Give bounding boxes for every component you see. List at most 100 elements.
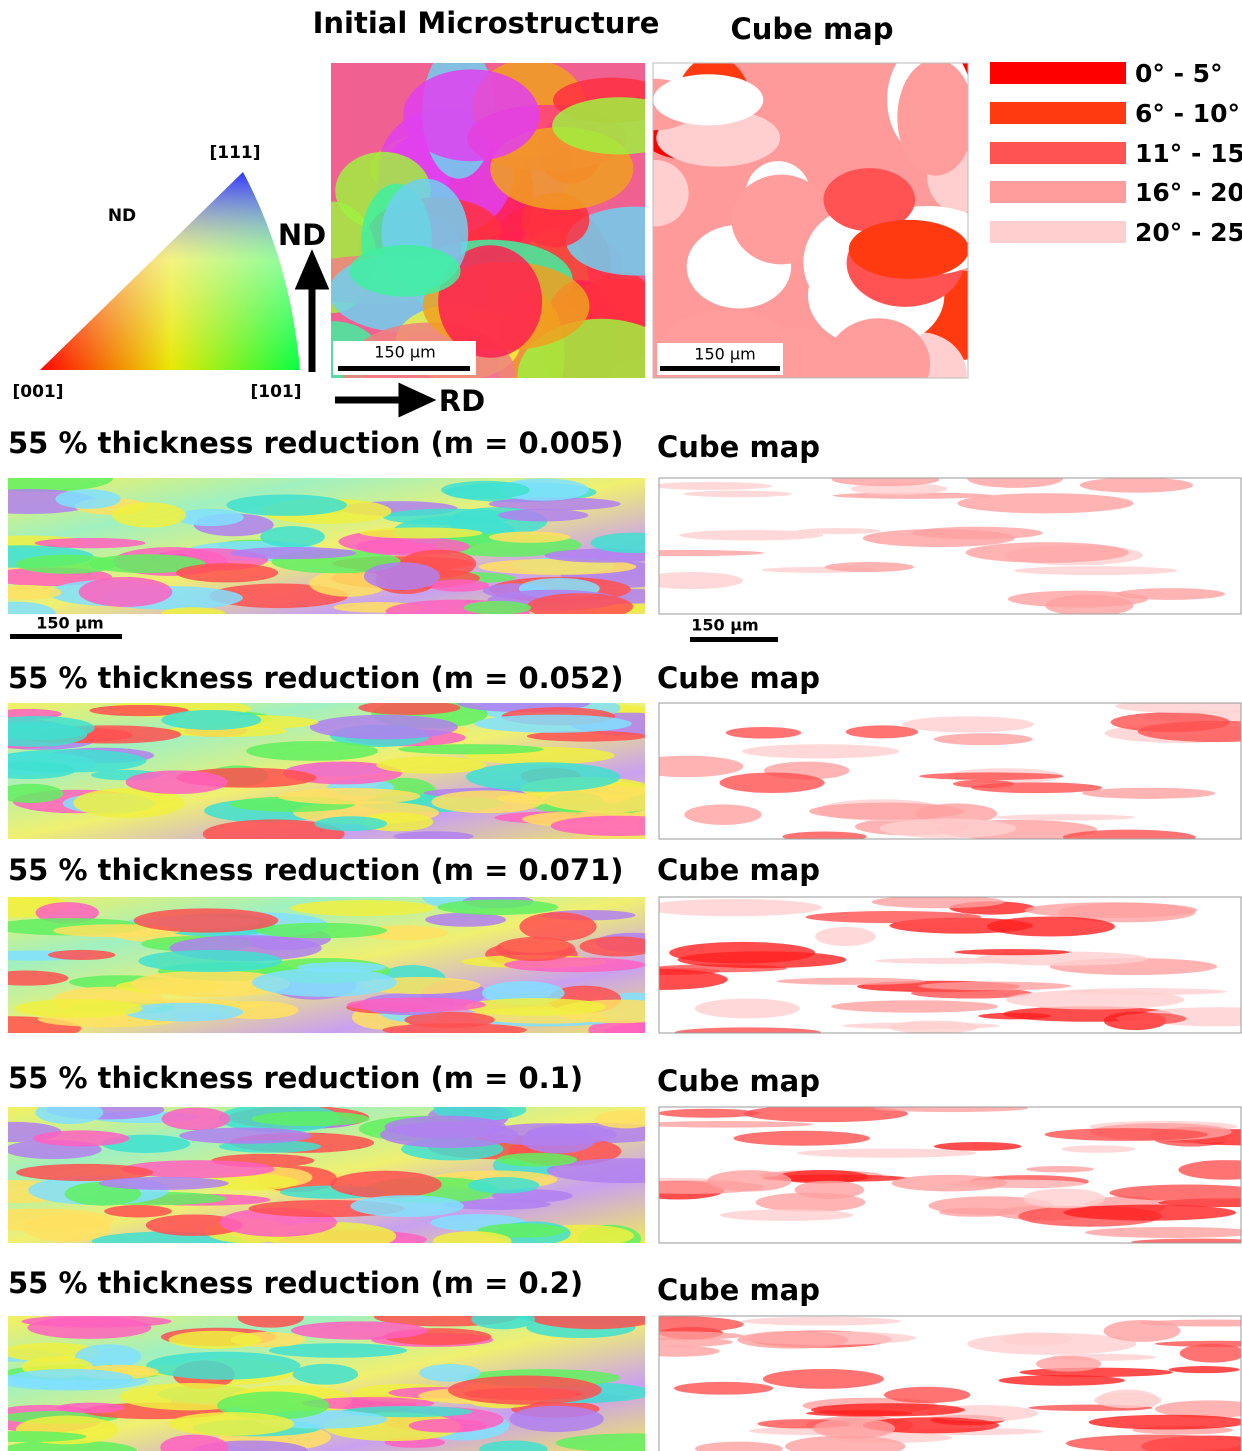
grain [526, 593, 634, 614]
grain [1063, 988, 1227, 996]
grain [1026, 1166, 1095, 1173]
grain [954, 949, 1071, 956]
map [8, 897, 645, 1033]
grain [268, 1343, 407, 1358]
grain [35, 1107, 104, 1125]
scale-label: 150 µm [36, 614, 103, 633]
grain [659, 1331, 744, 1341]
cube-title: Cube map [657, 853, 820, 887]
grain [347, 997, 486, 1013]
grain [919, 772, 1064, 780]
grain [526, 730, 645, 742]
grain [659, 1108, 760, 1118]
grain [98, 1176, 229, 1190]
grain [1061, 1145, 1136, 1153]
grain [438, 245, 543, 358]
map [8, 478, 645, 614]
grain [133, 908, 279, 933]
cube-title: Cube map [657, 430, 820, 464]
grain [720, 1209, 854, 1221]
grain [874, 957, 1029, 964]
scale-label: 150 µm [374, 343, 435, 362]
row-title: 55 % thickness reduction (m = 0.2) [8, 1266, 583, 1300]
grain [656, 109, 781, 167]
map [8, 703, 645, 839]
grain [737, 1331, 849, 1349]
grain [8, 584, 62, 600]
map [8, 1107, 645, 1243]
grain [8, 1440, 137, 1451]
grain [1109, 1184, 1241, 1202]
grain [138, 949, 283, 973]
grain [78, 576, 173, 607]
grain [179, 1127, 312, 1144]
grain [359, 527, 483, 539]
map-border [658, 702, 1242, 840]
grains [653, 63, 968, 378]
grain [260, 526, 325, 548]
map-border [658, 1315, 1242, 1451]
grain [695, 1441, 783, 1451]
grain [832, 492, 993, 499]
grain [1079, 478, 1194, 493]
grain [1084, 1226, 1241, 1238]
grain [541, 785, 645, 813]
grain [161, 1107, 231, 1131]
ipf-label: [111] [209, 143, 260, 163]
initial-title: Initial Microstructure [313, 6, 660, 40]
grain [546, 1158, 645, 1184]
grain [910, 987, 1033, 999]
rd-arrow [335, 382, 437, 418]
grain [471, 1316, 536, 1330]
grain [73, 788, 185, 818]
grain [32, 1130, 130, 1147]
grain [659, 1121, 814, 1128]
grain [933, 1142, 1022, 1151]
grain [290, 1321, 428, 1340]
grains [659, 897, 1241, 1033]
grain [237, 1316, 304, 1328]
grain [277, 787, 421, 805]
grain [733, 1130, 870, 1146]
grain [398, 744, 544, 755]
grain [1179, 1343, 1241, 1363]
grain [1094, 1392, 1162, 1409]
map-border [652, 62, 969, 379]
grain [933, 733, 1033, 746]
grain [743, 1107, 908, 1123]
grains [8, 703, 645, 839]
grain [659, 482, 772, 490]
grain [1044, 1128, 1209, 1141]
grain [8, 722, 88, 747]
grain [75, 1344, 141, 1369]
grain [902, 716, 1034, 733]
grain [590, 532, 645, 554]
grain [1137, 720, 1241, 743]
grain [8, 601, 56, 614]
grain [1116, 1013, 1187, 1025]
grain [89, 704, 189, 717]
ipf-label: [101] [250, 382, 301, 402]
ipf-label: ND [108, 206, 136, 226]
grain [677, 951, 847, 969]
legend-label: 16° - 20° [1135, 178, 1242, 207]
grain [971, 782, 1103, 794]
grain [1082, 787, 1216, 799]
scale-label: 150 µm [694, 345, 755, 364]
grain [595, 1110, 645, 1129]
grain [815, 926, 876, 947]
grain [824, 562, 914, 572]
grain [509, 1405, 604, 1433]
map [659, 478, 1241, 614]
grain [796, 528, 881, 535]
grain [994, 814, 1136, 821]
grain [168, 1330, 262, 1349]
grain [785, 1435, 906, 1451]
grain [384, 1115, 507, 1139]
grain [419, 1364, 481, 1382]
grain [831, 1000, 999, 1013]
grain [463, 600, 532, 614]
scale-bar [338, 366, 470, 371]
grain [88, 554, 206, 574]
